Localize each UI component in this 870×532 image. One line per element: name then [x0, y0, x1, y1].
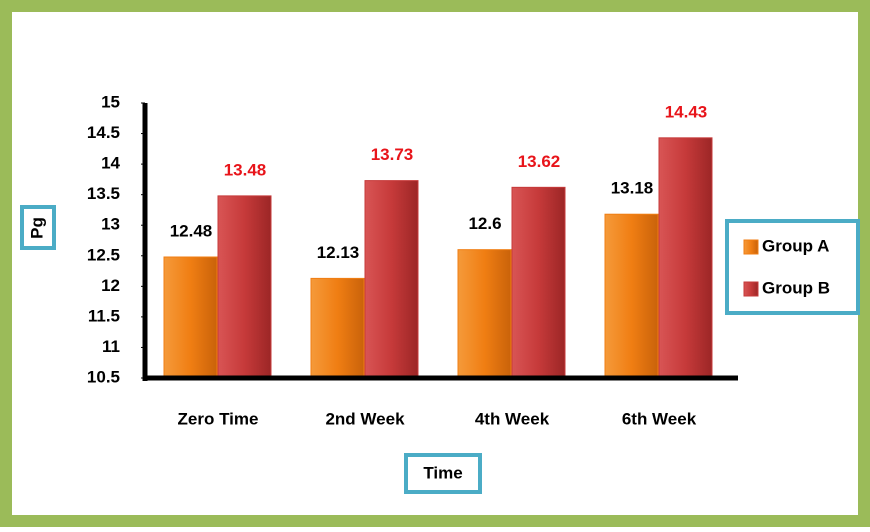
bar	[364, 180, 419, 379]
y-tick-label: 13	[101, 215, 120, 234]
data-label: 14.43	[665, 102, 708, 121]
legend-swatch	[743, 239, 759, 255]
legend-label: Group A	[762, 236, 829, 255]
x-tick-label: 4th Week	[475, 409, 550, 428]
data-label: 12.13	[317, 243, 360, 262]
legend-box	[725, 219, 860, 315]
chart-background	[12, 12, 858, 515]
y-tick-label: 12.5	[87, 245, 120, 264]
data-label: 12.48	[170, 221, 213, 240]
y-tick-label: 10.5	[87, 367, 120, 386]
data-label: 13.73	[371, 145, 414, 164]
x-label-box	[404, 453, 482, 494]
data-label: 13.18	[611, 179, 654, 198]
bar	[163, 256, 218, 379]
x-tick-label: 6th Week	[622, 409, 697, 428]
bar	[658, 137, 713, 379]
data-label: 13.62	[518, 152, 561, 171]
y-axis-label: Pg	[27, 217, 46, 239]
bar	[217, 195, 272, 379]
data-label: 12.6	[468, 214, 501, 233]
bar	[604, 213, 659, 379]
y-tick-label: 13.5	[87, 184, 120, 203]
y-tick-label: 11	[102, 337, 120, 356]
legend-label: Group B	[762, 278, 830, 297]
bar	[511, 186, 566, 379]
y-tick-label: 15	[101, 92, 120, 111]
x-tick-label: 2nd Week	[325, 409, 405, 428]
y-tick-label: 12	[101, 276, 120, 295]
y-tick-label: 11.5	[88, 306, 120, 325]
bar	[310, 277, 365, 379]
y-label-box	[20, 205, 56, 250]
data-label: 13.48	[224, 160, 267, 179]
x-axis-label: Time	[423, 463, 462, 482]
x-tick-label: Zero Time	[178, 409, 259, 428]
bar	[457, 249, 512, 379]
legend-swatch	[743, 281, 759, 297]
y-tick-label: 14	[101, 154, 120, 173]
y-tick-label: 14.5	[87, 123, 120, 142]
